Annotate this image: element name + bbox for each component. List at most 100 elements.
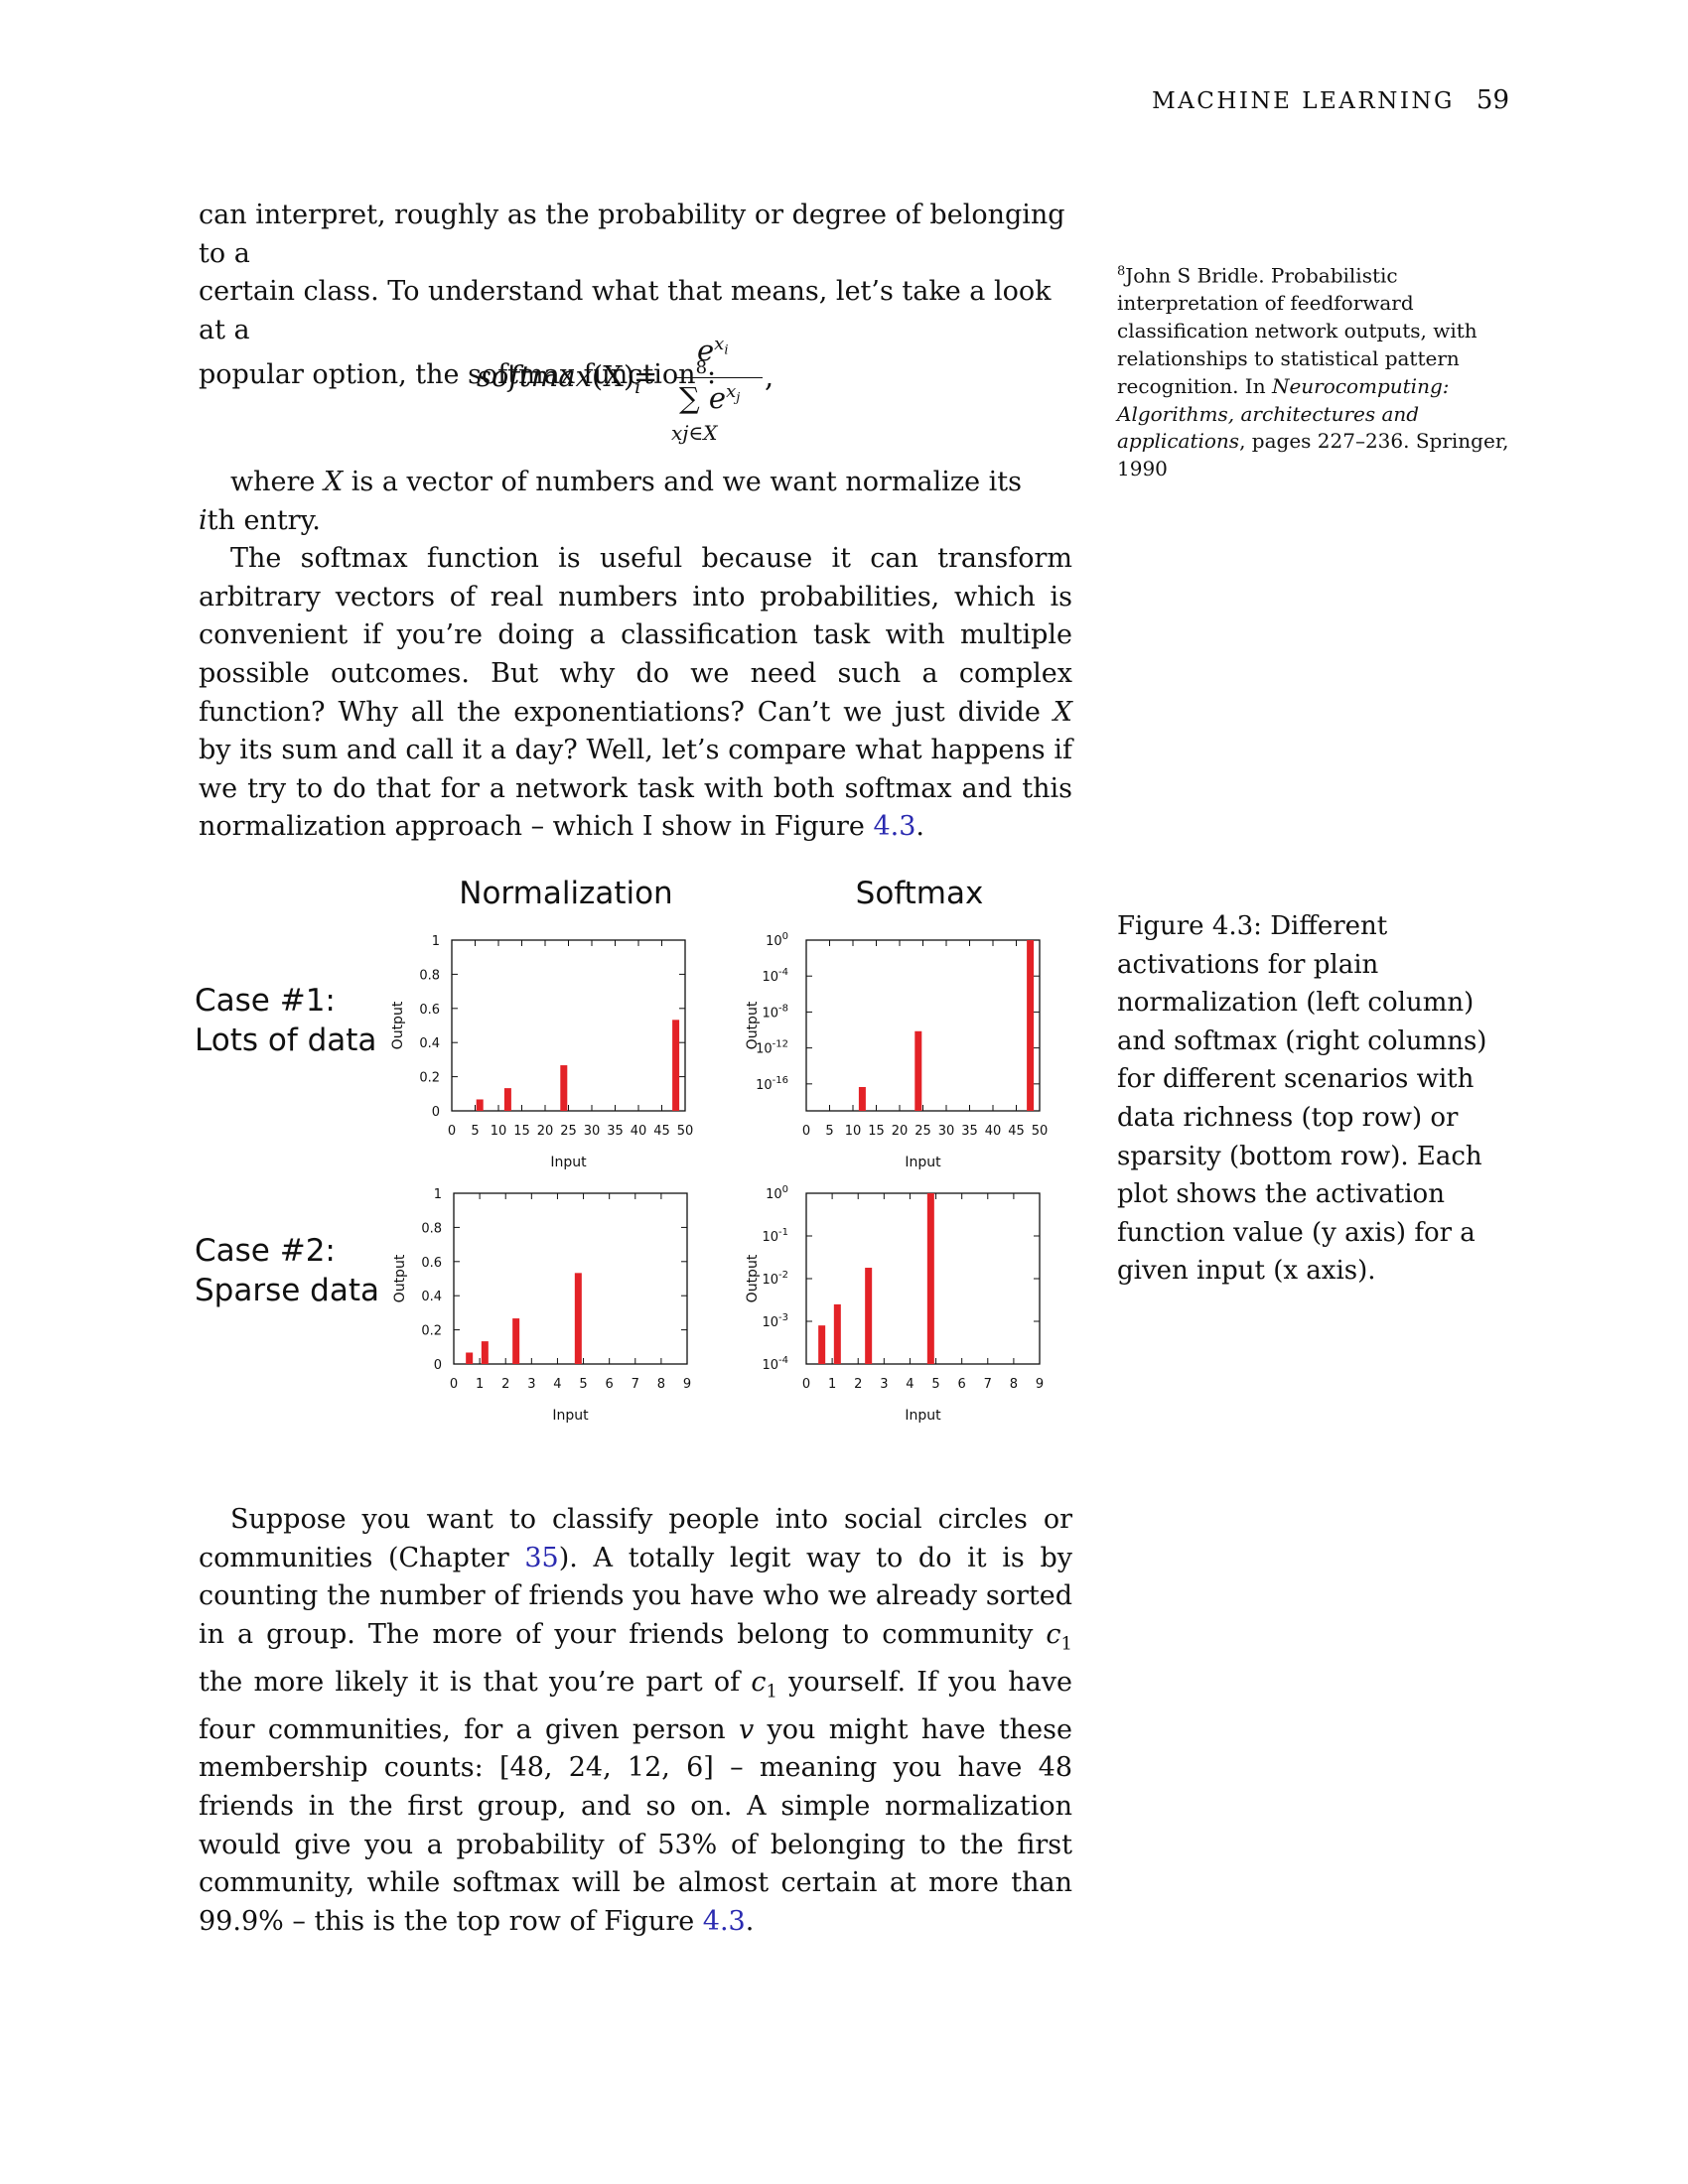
- chart-3-xtick-label: 3: [527, 1377, 535, 1392]
- sidenote-number: 8: [1117, 264, 1126, 279]
- chart-4-ytick-label: 10-4: [762, 1355, 788, 1373]
- chart-2-ytick-label: 10-12: [756, 1039, 788, 1057]
- chart-4-xlabel: Input: [905, 1408, 941, 1424]
- chart-2-ytick-label: 10-16: [756, 1075, 788, 1093]
- eq-fraction-bar: [675, 377, 763, 378]
- eq-lhs-arg: (X): [591, 359, 635, 393]
- chart-3-xtick-label: 9: [683, 1377, 691, 1392]
- chart-4-ytick-label: 10-1: [762, 1227, 788, 1245]
- chart-3-ylabel: Output: [392, 1254, 408, 1302]
- chart-4-ylabel: Output: [745, 1254, 761, 1302]
- chart-1-ytick-label: 0.4: [419, 1036, 440, 1051]
- chart-1-xtick-label: 25: [560, 1124, 577, 1139]
- chart-2-xtick-label: 50: [1032, 1124, 1049, 1139]
- chart-4-xtick-label: 6: [958, 1377, 966, 1392]
- chart-4-ytick-label: 100: [766, 1184, 788, 1202]
- figure-ref-link[interactable]: 4.3: [873, 811, 916, 843]
- chart-1-bar: [503, 1088, 511, 1111]
- chart-3-ytick-label: 0.8: [421, 1221, 442, 1236]
- chart-4-xtick-label: 2: [854, 1377, 862, 1392]
- chart-4-xtick-label: 9: [1036, 1377, 1044, 1392]
- chart-3-ytick-label: 0.4: [421, 1290, 442, 1304]
- chart-4-xtick-label: 8: [1010, 1377, 1018, 1392]
- chart-1-ytick-label: 1: [432, 934, 440, 949]
- chart-3-xtick-label: 8: [657, 1377, 665, 1392]
- chart-3-xtick-label: 2: [501, 1377, 509, 1392]
- chart-3-xtick-label: 5: [579, 1377, 587, 1392]
- chart-2-xtick-label: 20: [892, 1124, 909, 1139]
- chart-2-xtick-label: 5: [825, 1124, 833, 1139]
- chart-3-ytick-label: 0.6: [421, 1256, 442, 1271]
- chart-1-bar: [672, 1020, 680, 1111]
- body-paragraphs-1: where X is a vector of numbers and we wa…: [199, 467, 1072, 843]
- chart-3-xlabel: Input: [552, 1408, 589, 1424]
- chart-3-bar: [466, 1352, 474, 1364]
- col-title-softmax: Softmax: [855, 876, 984, 911]
- intro-paragraph: can interpret, roughly as the probabilit…: [199, 200, 1065, 391]
- chart-4-ytick-label: 10-2: [762, 1270, 788, 1288]
- row-label-case-2: Case #2: Sparse data: [195, 1233, 379, 1308]
- chart-1-xtick-label: 50: [677, 1124, 694, 1139]
- chart-4-xtick-label: 1: [828, 1377, 836, 1392]
- chart-2-xtick-label: 40: [985, 1124, 1002, 1139]
- chart-4-bar: [833, 1303, 841, 1364]
- chart-4-bar: [926, 1193, 934, 1364]
- chart-3-bar: [512, 1318, 520, 1364]
- figure-ref-link-2[interactable]: 4.3: [702, 1905, 746, 1937]
- chapter-ref-link[interactable]: 35: [524, 1542, 559, 1573]
- chart-3-xtick-label: 6: [606, 1377, 614, 1392]
- chart-1-ytick-label: 0.6: [419, 1003, 440, 1018]
- chart-1-ytick-label: 0: [432, 1105, 440, 1120]
- chart-3-frame: [453, 1192, 688, 1365]
- chart-2-bar: [858, 1086, 866, 1111]
- running-header: MACHINE LEARNING 59: [1152, 85, 1509, 115]
- chart-4-ytick-label: 10-3: [762, 1312, 788, 1330]
- chart-2-xtick-label: 30: [938, 1124, 955, 1139]
- chart-4-xtick-label: 4: [906, 1377, 914, 1392]
- footnote-mark[interactable]: 8: [695, 357, 708, 379]
- chart-2-ytick-label: 100: [766, 931, 788, 949]
- chart-1-xtick-label: 5: [471, 1124, 479, 1139]
- chart-1-ytick-label: 0.8: [419, 968, 440, 983]
- chart-1-xtick-label: 45: [653, 1124, 670, 1139]
- chart-3-bar: [574, 1273, 582, 1364]
- chart-1-xlabel: Input: [550, 1155, 587, 1170]
- eq-denominator: ∑ exj: [679, 381, 741, 415]
- chart-2-xtick-label: 45: [1008, 1124, 1025, 1139]
- chart-2-xtick-label: 15: [868, 1124, 885, 1139]
- chart-1-frame: [451, 939, 686, 1112]
- intro-line-2: certain class. To understand what that m…: [199, 276, 1052, 345]
- chart-4-xtick-label: 0: [802, 1377, 810, 1392]
- chart-1-xtick-label: 15: [513, 1124, 530, 1139]
- chart-2-ylabel: Output: [745, 1001, 761, 1049]
- chart-4-xtick-label: 3: [880, 1377, 888, 1392]
- chart-3-xtick-label: 7: [632, 1377, 639, 1392]
- chart-4-bar: [865, 1268, 873, 1364]
- chart-3-xtick-label: 0: [450, 1377, 458, 1392]
- running-title: MACHINE LEARNING: [1152, 88, 1455, 114]
- sidenote-book-title: Neurocomputing: Algorithms, architecture…: [1117, 373, 1450, 454]
- figure-caption: Figure 4.3: Different activations for pl…: [1117, 911, 1487, 1287]
- row-label-case-1: Case #1: Lots of data: [195, 983, 377, 1058]
- chart-3-xtick-label: 4: [553, 1377, 561, 1392]
- page-number: 59: [1476, 85, 1509, 115]
- softmax-equation: softmax(X)i = exi ∑ exj xj∈X ,: [477, 334, 774, 445]
- chart-4-xtick-label: 5: [931, 1377, 939, 1392]
- chart-1-ytick-label: 0.2: [419, 1071, 440, 1086]
- chart-1-xtick-label: 35: [607, 1124, 624, 1139]
- intro-line-3: popular option, the softmax function: [199, 359, 696, 391]
- eq-lhs-name: softmax: [477, 359, 592, 393]
- chart-1-xtick-label: 20: [537, 1124, 554, 1139]
- body-paragraph-3: Suppose you want to classify people into…: [199, 1504, 1073, 1937]
- chart-3-xtick-label: 1: [476, 1377, 484, 1392]
- chart-2-xtick-label: 10: [845, 1124, 862, 1139]
- chart-3-ytick-label: 0.2: [421, 1324, 442, 1339]
- chart-1-ylabel: Output: [390, 1001, 406, 1049]
- chart-2-bar: [1027, 940, 1035, 1111]
- chart-3-bar: [481, 1341, 489, 1364]
- chart-2-frame: [805, 939, 1041, 1112]
- chart-1-bar: [476, 1099, 484, 1111]
- chart-4-xtick-label: 7: [984, 1377, 992, 1392]
- chart-2-ytick-label: 10-8: [762, 1003, 788, 1021]
- chart-2-xtick-label: 35: [961, 1124, 978, 1139]
